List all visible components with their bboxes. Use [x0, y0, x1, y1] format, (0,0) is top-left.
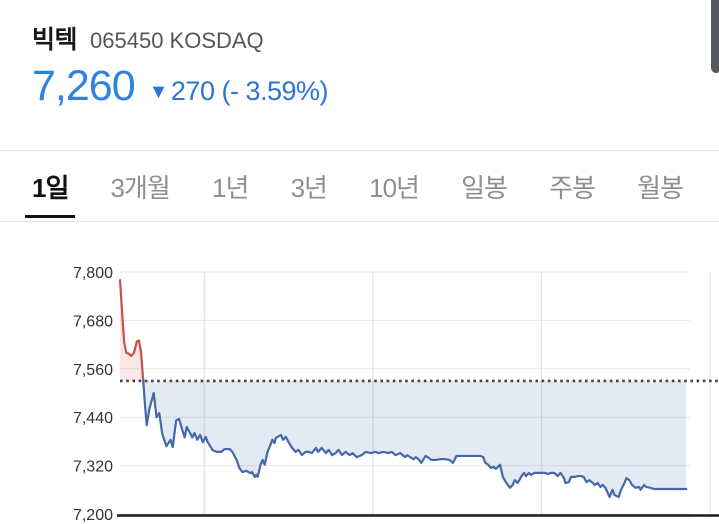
tab-item-1[interactable]: 3개월 [110, 172, 171, 203]
tab-item-2[interactable]: 1년 [212, 172, 249, 203]
price-line-below [142, 379, 688, 499]
y-tick-label: 7,680 [73, 313, 113, 330]
change-percent: (- 3.59%) [221, 76, 329, 106]
stock-name: 빅텍 [32, 26, 78, 54]
below-close-fill [143, 380, 687, 498]
tab-item-3[interactable]: 3년 [290, 172, 328, 203]
tab-item-7[interactable]: 월봉 [637, 172, 684, 203]
price-change: ▼ 270 (- 3.59%) [148, 76, 329, 107]
stock-code-market: 065450 KOSDAQ [90, 28, 264, 53]
y-tick-label: 7,800 [73, 265, 113, 282]
tab-item-6[interactable]: 주봉 [549, 172, 596, 203]
change-amount: 270 [170, 76, 215, 106]
down-triangle-icon: ▼ [148, 81, 169, 103]
stock-header: 빅텍 065450 KOSDAQ 7,260 ▼ 270 (- 3.59%) [32, 20, 329, 110]
y-tick-label: 7,560 [73, 362, 113, 379]
y-tick-label: 7,440 [73, 410, 113, 427]
scrollbar-thumb[interactable] [711, 0, 719, 73]
above-close-fill [120, 280, 144, 381]
tab-item-0[interactable]: 1일 [25, 151, 76, 221]
price-line-above [118, 278, 145, 382]
current-price: 7,260 [32, 62, 136, 110]
active-tab-underline [25, 214, 76, 218]
y-tick-label: 7,200 [73, 507, 113, 524]
period-tabbar: 1일 3개월 1년 3년 10년 일봉 주봉 월봉 [0, 150, 719, 222]
y-tick-label: 7,320 [73, 459, 113, 476]
tab-item-5[interactable]: 일봉 [461, 172, 508, 203]
tab-item-4[interactable]: 10년 [369, 172, 420, 203]
